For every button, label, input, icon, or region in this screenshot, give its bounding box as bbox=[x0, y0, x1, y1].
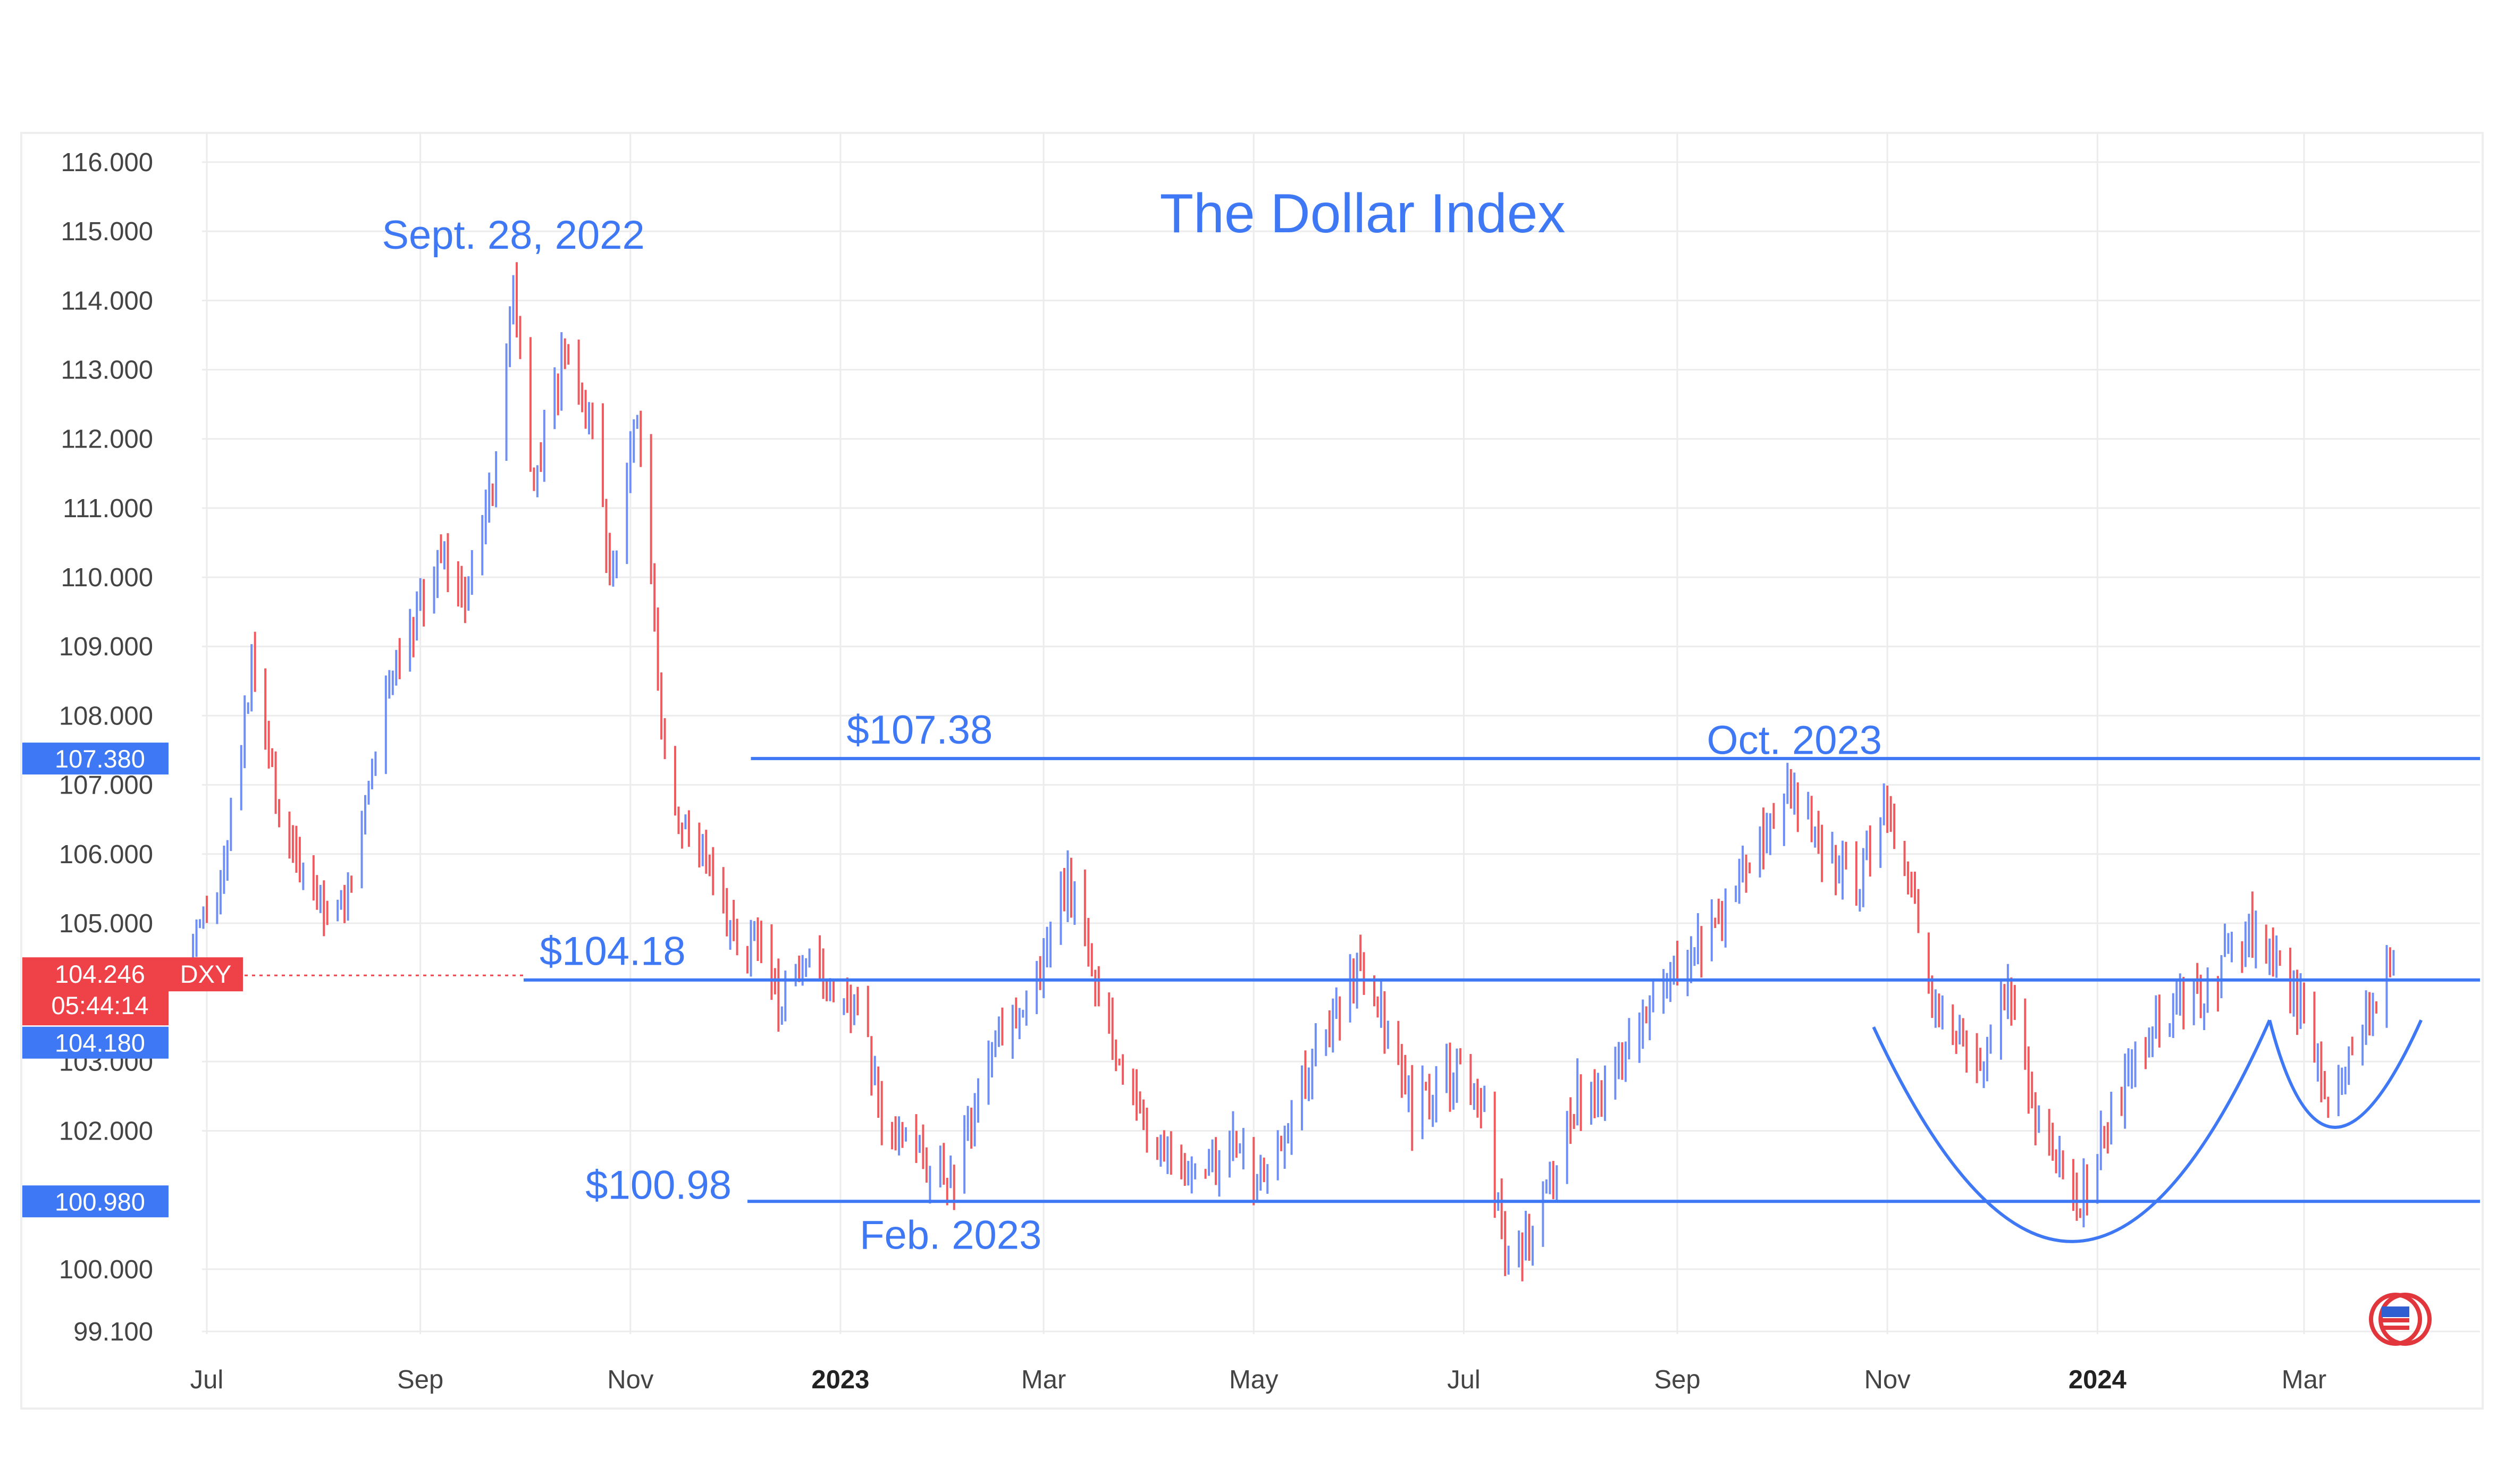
price-axis-tags: 107.380 100.980 104.246 05:44:14 DXY 104.180 bbox=[22, 743, 243, 1218]
x-tick-label: Jul bbox=[1447, 1365, 1481, 1394]
y-tick-label: 108.000 bbox=[59, 702, 153, 730]
last-price-countdown: 05:44:14 bbox=[52, 991, 149, 1019]
y-tick-label: 109.000 bbox=[59, 633, 153, 661]
x-tick-label: May bbox=[1229, 1365, 1279, 1394]
x-tick-label: Sep bbox=[1654, 1365, 1700, 1394]
level-axis-tag-box bbox=[22, 1026, 169, 1059]
level-axis-tag-text: 104.180 bbox=[55, 1029, 145, 1057]
x-tick-label: Nov bbox=[607, 1365, 654, 1394]
y-tick-label: 116.000 bbox=[61, 148, 154, 177]
last-price-tag-box bbox=[22, 957, 169, 1026]
y-tick-label: 107.000 bbox=[59, 771, 153, 800]
horizontal-levels: $107.38 $104.18 $100.98 bbox=[170, 707, 2480, 1208]
price-series bbox=[192, 262, 2395, 1281]
level-axis-tag-text: 100.980 bbox=[55, 1187, 145, 1216]
level-label: $104.18 bbox=[540, 929, 686, 974]
annotation-label: Feb. 2023 bbox=[860, 1212, 1041, 1258]
x-tick-label: Mar bbox=[2282, 1365, 2326, 1394]
last-price-value: 104.246 bbox=[55, 960, 145, 988]
y-tick-label: 105.000 bbox=[59, 909, 153, 938]
level-axis-tag-text: 107.380 bbox=[55, 745, 145, 773]
x-tick-label: Sep bbox=[397, 1365, 443, 1394]
y-tick-label: 114.000 bbox=[61, 286, 154, 315]
x-tick-label: 2023 bbox=[811, 1365, 869, 1394]
cup-curve bbox=[1872, 1019, 2271, 1243]
y-tick-label: 102.000 bbox=[59, 1117, 153, 1145]
level-axis-tag-box bbox=[22, 743, 169, 775]
y-tick-label: 110.000 bbox=[61, 563, 154, 592]
y-tick-label: 99.100 bbox=[73, 1318, 153, 1346]
y-tick-label: 113.000 bbox=[61, 356, 154, 385]
level-axis-tag-box bbox=[22, 1185, 169, 1218]
symbol-tag-box bbox=[169, 957, 243, 992]
y-axis: 116.000 115.000 114.000 113.000 112.000 111.0… bbox=[59, 148, 153, 1346]
annotation-label: Sept. 28, 2022 bbox=[382, 213, 644, 258]
x-axis: Jul Sep Nov 2023 Mar May Jul Sep Nov 2024 Mar bbox=[190, 1365, 2327, 1394]
chart-title: The Dollar Index bbox=[1159, 183, 1565, 244]
y-tick-label: 115.000 bbox=[61, 217, 154, 246]
cup-pattern-curves bbox=[1872, 1019, 2423, 1243]
x-tick-label: Jul bbox=[190, 1365, 224, 1394]
x-tick-label: Nov bbox=[1864, 1365, 1911, 1394]
flag-badge-icon bbox=[2369, 1293, 2432, 1346]
annotations: Sept. 28, 2022 Oct. 2023 Feb. 2023 bbox=[382, 213, 1882, 1258]
y-tick-label: 100.000 bbox=[59, 1255, 153, 1284]
plot-frame bbox=[20, 132, 2484, 1410]
y-tick-label: 112.000 bbox=[61, 425, 154, 454]
symbol-tag-text: DXY bbox=[180, 960, 232, 988]
x-tick-label: Mar bbox=[1021, 1365, 1066, 1394]
x-tick-label: 2024 bbox=[2069, 1365, 2126, 1394]
level-label: $100.98 bbox=[585, 1162, 732, 1208]
level-label: $107.38 bbox=[846, 707, 993, 753]
gridlines bbox=[202, 133, 2480, 1334]
annotation-label: Oct. 2023 bbox=[1707, 718, 1882, 763]
cup-curve bbox=[2268, 1019, 2423, 1129]
y-tick-label: 106.000 bbox=[59, 840, 153, 869]
y-tick-label: 111.000 bbox=[63, 494, 153, 523]
